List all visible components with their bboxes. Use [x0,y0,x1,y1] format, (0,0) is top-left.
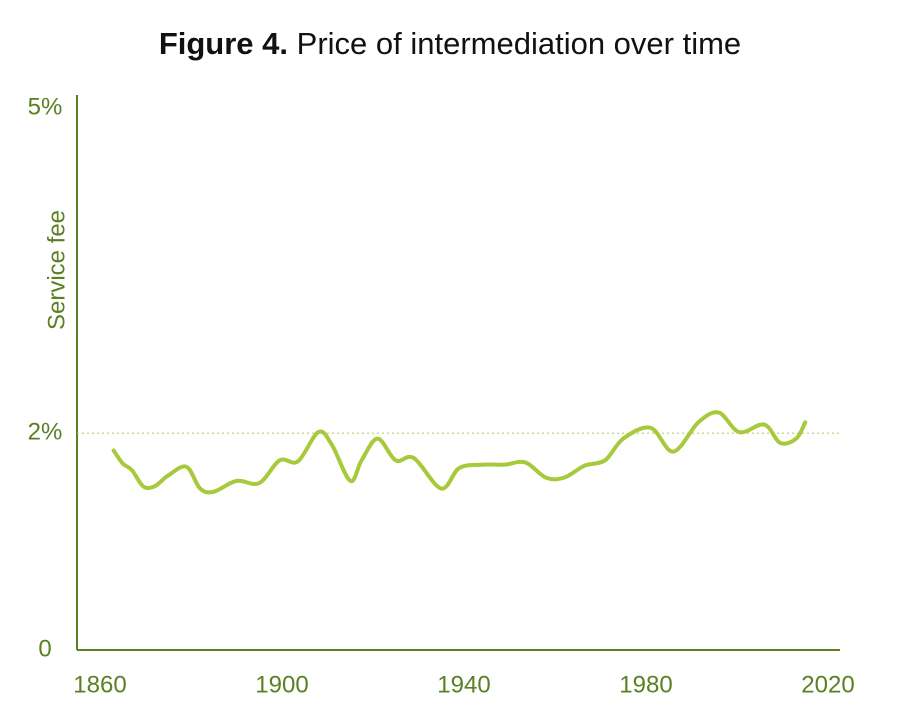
x-tick-label: 1900 [255,671,308,698]
data-line [111,410,808,495]
x-tick-label: 2020 [801,671,854,698]
y-tick-label: 5% [28,93,63,120]
x-tick-label: 1860 [73,671,126,698]
y-tick-label: 0 [38,635,51,662]
y-axis-label: Service fee [43,210,70,330]
figure-label: Figure 4. [159,26,288,61]
chart-title-group: Figure 4. Price of intermediation over t… [159,26,741,61]
x-tick-label: 1980 [619,671,672,698]
x-tick-label: 1940 [437,671,490,698]
y-tick-label: 2% [28,419,63,446]
chart-title: Price of intermediation over time [297,26,742,61]
